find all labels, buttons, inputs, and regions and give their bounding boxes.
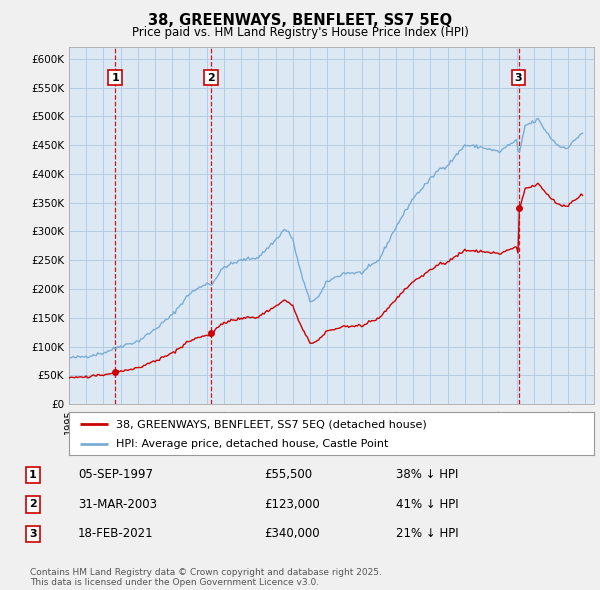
- Text: 31-MAR-2003: 31-MAR-2003: [78, 498, 157, 511]
- Text: £55,500: £55,500: [264, 468, 312, 481]
- Text: HPI: Average price, detached house, Castle Point: HPI: Average price, detached house, Cast…: [116, 439, 389, 449]
- Text: 41% ↓ HPI: 41% ↓ HPI: [396, 498, 458, 511]
- Text: Price paid vs. HM Land Registry's House Price Index (HPI): Price paid vs. HM Land Registry's House …: [131, 26, 469, 39]
- Text: 2: 2: [29, 500, 37, 509]
- Text: 18-FEB-2021: 18-FEB-2021: [78, 527, 154, 540]
- Text: 05-SEP-1997: 05-SEP-1997: [78, 468, 153, 481]
- Text: 38, GREENWAYS, BENFLEET, SS7 5EQ (detached house): 38, GREENWAYS, BENFLEET, SS7 5EQ (detach…: [116, 419, 427, 429]
- Text: 38% ↓ HPI: 38% ↓ HPI: [396, 468, 458, 481]
- Text: 2: 2: [207, 73, 215, 83]
- Text: 1: 1: [29, 470, 37, 480]
- Text: 3: 3: [515, 73, 523, 83]
- Text: 3: 3: [29, 529, 37, 539]
- Text: 38, GREENWAYS, BENFLEET, SS7 5EQ: 38, GREENWAYS, BENFLEET, SS7 5EQ: [148, 13, 452, 28]
- Text: 21% ↓ HPI: 21% ↓ HPI: [396, 527, 458, 540]
- Text: £340,000: £340,000: [264, 527, 320, 540]
- Text: Contains HM Land Registry data © Crown copyright and database right 2025.
This d: Contains HM Land Registry data © Crown c…: [30, 568, 382, 587]
- Text: 1: 1: [111, 73, 119, 83]
- Text: £123,000: £123,000: [264, 498, 320, 511]
